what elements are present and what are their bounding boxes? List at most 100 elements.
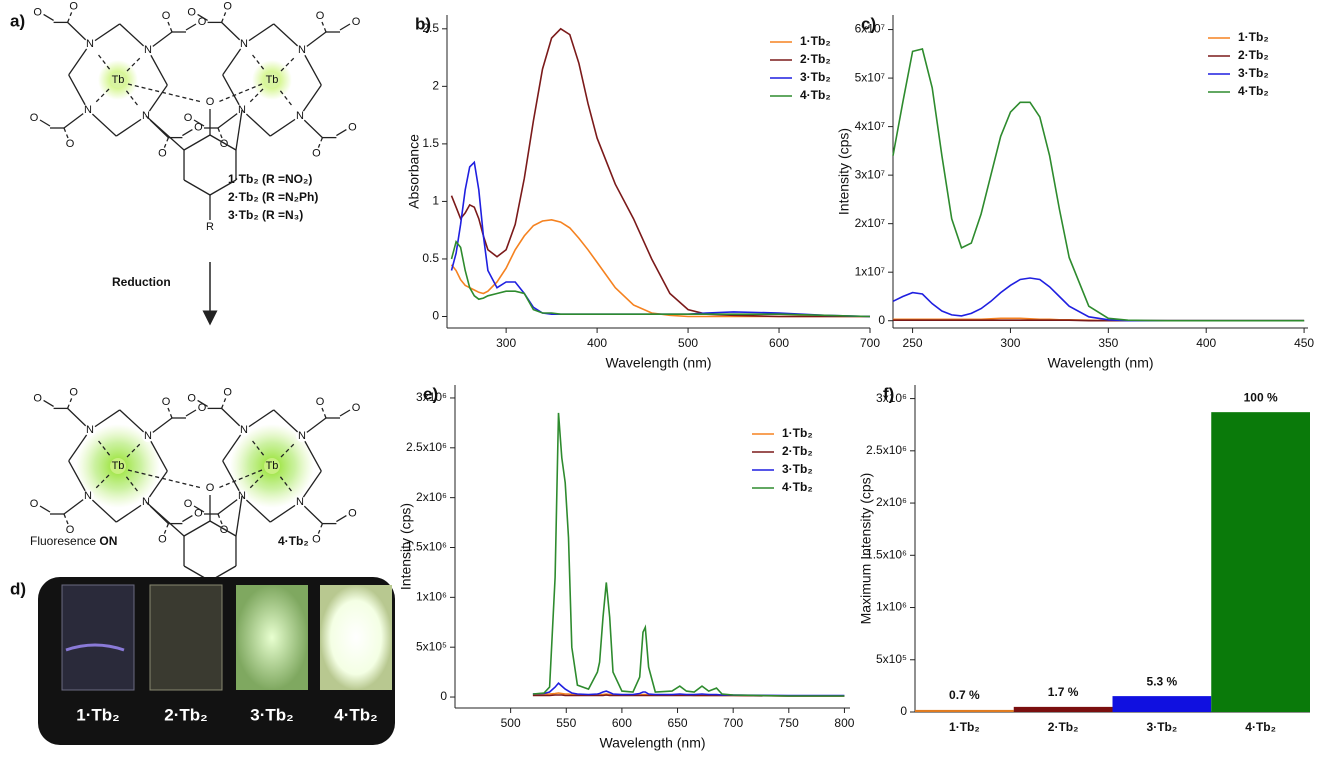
bond	[235, 495, 243, 537]
x-tick-label: 4·Tb₂	[1245, 720, 1276, 734]
atom-label: O	[198, 402, 207, 414]
bond	[63, 513, 69, 525]
series-line	[450, 239, 871, 318]
atom-bg	[296, 44, 308, 56]
atom-label: O	[194, 508, 203, 520]
bond	[220, 12, 227, 23]
atom-label: O	[66, 138, 75, 150]
atom-label: O	[223, 0, 232, 12]
bond	[280, 57, 295, 72]
bond	[217, 83, 263, 103]
atom-label: N	[142, 496, 150, 508]
fluorescence-label: Fluoresence ON	[30, 534, 117, 548]
atom-label: O	[162, 396, 171, 408]
y-axis-label: Intensity (cps)	[398, 503, 414, 590]
x-tick-label: 700	[723, 716, 743, 730]
y-tick-label: 5x10⁷	[855, 70, 885, 84]
series-line	[532, 694, 845, 697]
bond	[241, 495, 271, 523]
atom-label: O	[184, 498, 193, 510]
x-tick-label: 800	[834, 716, 854, 730]
bond	[43, 13, 54, 21]
bond	[66, 12, 73, 23]
y-tick-label: 1x10⁶	[416, 590, 447, 604]
cuvette	[236, 585, 308, 690]
atom-label: N	[240, 424, 248, 436]
bond	[279, 476, 294, 494]
bond	[250, 52, 265, 70]
chart: c) 0 1x10⁷ 2x10⁷ 3x10⁷ 4x10⁷ 5x10⁷ 6x10⁷ Intensi…	[836, 14, 1315, 370]
atom-bg	[296, 430, 308, 442]
bar-annotation: 5.3 %	[1147, 674, 1178, 688]
x-tick-label: 300	[496, 336, 516, 350]
substituent: 1·Tb₂ (R =NO₂)	[228, 172, 312, 186]
y-tick-label: 2x10⁶	[876, 495, 907, 509]
bond	[147, 49, 168, 86]
legend-label: 1·Tb₂	[800, 34, 831, 48]
bond	[125, 476, 140, 494]
x-tick-label: 750	[779, 716, 799, 730]
bond	[145, 470, 168, 503]
atom-label: O	[206, 482, 215, 494]
bond	[209, 134, 237, 151]
sample-label: 4·Tb₂	[334, 705, 377, 724]
y-tick-label: 4x10⁷	[855, 119, 885, 133]
atom-bg	[110, 72, 126, 88]
x-tick-label: 450	[1294, 336, 1314, 350]
atom-label: O	[162, 10, 171, 22]
bond	[301, 49, 322, 86]
x-tick-label: 600	[769, 336, 789, 350]
atom-label: O	[194, 122, 203, 134]
atom-label: O	[312, 534, 321, 546]
bond	[317, 137, 324, 148]
atom-bg	[294, 496, 306, 508]
atom-label: O	[198, 16, 207, 28]
y-tick-label: 3x10⁶	[876, 391, 907, 405]
bond	[222, 43, 245, 76]
bond	[126, 443, 141, 458]
bond	[249, 88, 264, 103]
bond	[87, 495, 117, 523]
y-tick-label: 0	[432, 309, 439, 323]
y-tick-label: 1	[432, 194, 439, 208]
bond	[95, 88, 110, 103]
bond	[183, 520, 211, 537]
bond	[167, 407, 173, 419]
sample-label: 1·Tb₂	[76, 705, 119, 724]
atom-label: O	[206, 96, 215, 108]
atom-label: O	[158, 148, 167, 160]
series-line	[450, 27, 870, 318]
x-tick-label: 3·Tb₂	[1147, 720, 1178, 734]
atom-bg	[264, 72, 280, 88]
y-tick-label: 6x10⁷	[855, 22, 885, 36]
bond	[217, 513, 223, 525]
y-tick-label: 0	[440, 689, 447, 703]
atom-bg	[238, 38, 250, 50]
bond	[301, 435, 322, 472]
atom-label: Tb	[112, 460, 125, 472]
bond	[68, 43, 91, 76]
y-tick-label: 1x10⁷	[855, 264, 885, 278]
bond	[145, 501, 185, 537]
atom-label: O	[352, 402, 361, 414]
bond	[197, 13, 208, 21]
bond	[280, 443, 295, 458]
bond	[222, 74, 243, 111]
x-tick-label: 350	[1098, 336, 1118, 350]
atom-label: N	[238, 490, 246, 502]
atom-label: N	[84, 490, 92, 502]
bond	[39, 505, 51, 513]
reaction-label: Reduction	[112, 275, 171, 289]
panel-label: c)	[861, 14, 876, 33]
panel-label: d)	[10, 579, 26, 598]
legend-label: 1·Tb₂	[1238, 30, 1269, 44]
y-tick-label: 2.5x10⁶	[406, 440, 447, 454]
y-tick-label: 3x10⁷	[855, 167, 885, 181]
bond	[241, 109, 271, 137]
series-line	[450, 218, 870, 318]
bond	[339, 23, 351, 31]
atom-label: N	[86, 38, 94, 50]
bond	[95, 474, 110, 489]
series-line	[892, 48, 1305, 322]
atom-label: N	[142, 110, 150, 122]
